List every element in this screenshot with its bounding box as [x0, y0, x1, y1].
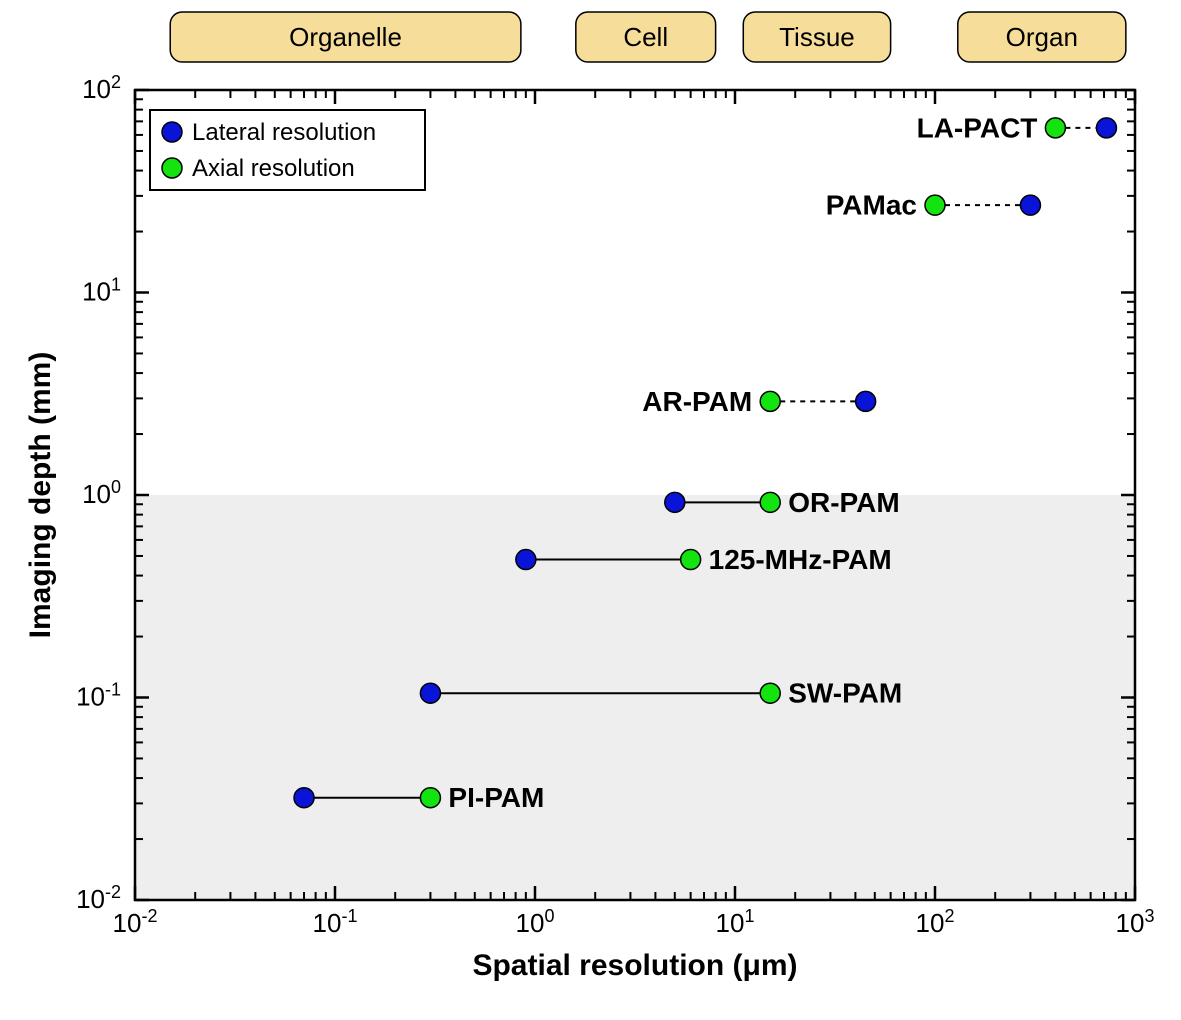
x-tick-label: 10-2: [113, 906, 158, 938]
x-axis-title: Spatial resolution (μm): [472, 949, 797, 982]
legend-label-lateral: Lateral resolution: [192, 119, 376, 146]
series-label-pi-pam: PI-PAM: [448, 782, 544, 813]
chart-svg: Organelle Cell Tissue Organ 10-2 10-1 100 101 10…: [0, 0, 1181, 1020]
y-tick-label: 101: [82, 275, 121, 307]
series-label-or-pam: OR-PAM: [788, 487, 899, 518]
y-tick-label: 100: [82, 477, 121, 509]
x-tick-label: 100: [516, 906, 555, 938]
axial-marker-125-mhz-pam: [681, 550, 701, 570]
scale-label-organelle: Organelle: [289, 22, 402, 52]
legend-label-axial: Axial resolution: [192, 155, 355, 182]
lateral-marker-ar-pam: [856, 391, 876, 411]
scale-label-tissue: Tissue: [779, 22, 855, 52]
legend-marker-axial: [162, 158, 182, 178]
x-tick-label: 103: [1116, 906, 1155, 938]
series-label-la-pact: LA-PACT: [917, 112, 1038, 143]
y-tick-label: 102: [82, 72, 121, 104]
series-label-125-mhz-pam: 125-MHz-PAM: [709, 544, 892, 575]
series-label-ar-pam: AR-PAM: [642, 386, 752, 417]
lateral-marker-or-pam: [665, 492, 685, 512]
x-tick-label: 101: [716, 906, 755, 938]
lateral-marker-la-pact: [1096, 118, 1116, 138]
lateral-marker-125-mhz-pam: [516, 550, 536, 570]
scale-label-cell: Cell: [623, 22, 668, 52]
chart-container: Organelle Cell Tissue Organ 10-2 10-1 100 101 10…: [0, 0, 1181, 1020]
axial-marker-pamac: [925, 195, 945, 215]
lateral-marker-sw-pam: [420, 683, 440, 703]
axial-marker-sw-pam: [760, 683, 780, 703]
legend-marker-lateral: [162, 122, 182, 142]
series-label-pamac: PAMac: [826, 190, 917, 221]
series-label-sw-pam: SW-PAM: [788, 678, 902, 709]
axial-marker-la-pact: [1045, 118, 1065, 138]
axial-marker-pi-pam: [420, 788, 440, 808]
lateral-marker-pamac: [1020, 195, 1040, 215]
axial-marker-ar-pam: [760, 391, 780, 411]
y-axis-title: Imaging depth (mm): [24, 352, 57, 639]
axial-marker-or-pam: [760, 492, 780, 512]
lateral-marker-pi-pam: [294, 788, 314, 808]
shaded-region: [135, 495, 1135, 900]
scale-label-organ: Organ: [1006, 22, 1078, 52]
x-tick-label: 10-1: [313, 906, 358, 938]
x-tick-label: 102: [916, 906, 955, 938]
y-tick-label: 10-1: [76, 680, 121, 712]
